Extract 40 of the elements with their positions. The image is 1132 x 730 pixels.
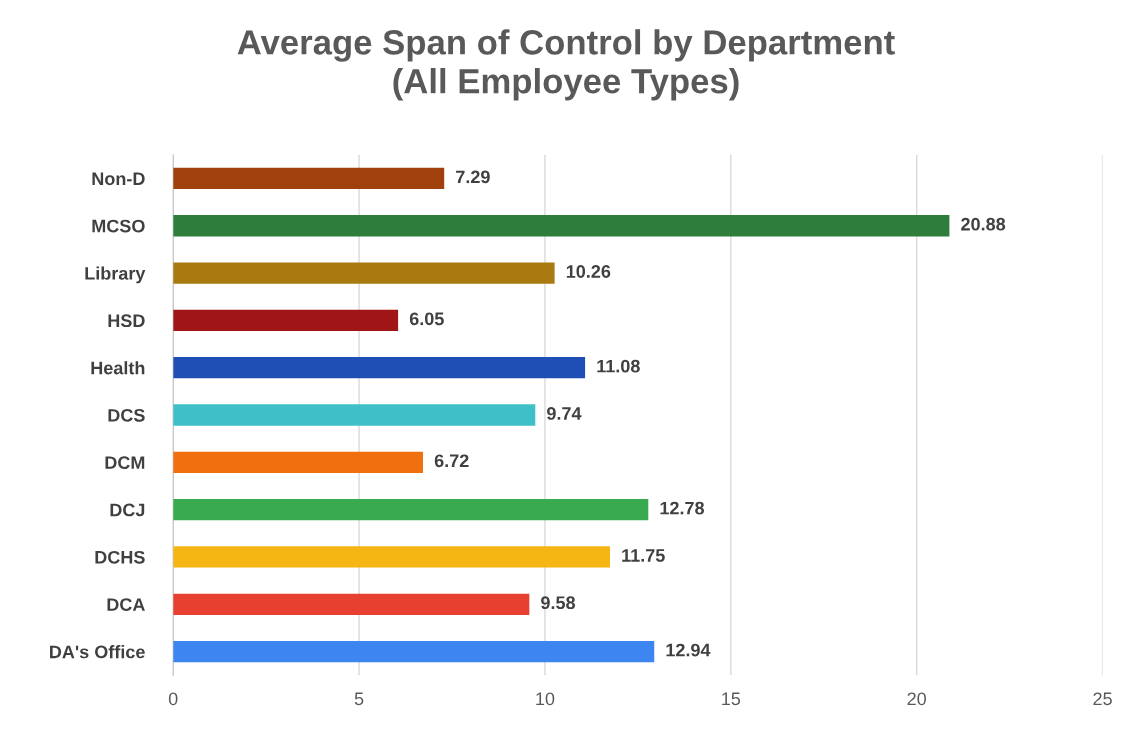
data-label: 7.29 (456, 170, 490, 184)
bar (173, 309, 399, 332)
y-tick-label: MCSO (92, 219, 145, 233)
bar (173, 215, 950, 237)
data-label: 12.94 (666, 643, 711, 657)
data-label: 9.58 (541, 596, 576, 610)
y-tick-label: DCA (107, 598, 145, 611)
data-label: 9.74 (547, 407, 582, 420)
data-label: 11.08 (597, 359, 640, 373)
y-tick-label: Library (85, 266, 146, 284)
y-tick-label: DCHS (95, 550, 145, 564)
data-label: 11.75 (622, 549, 665, 562)
x-tick-label: 25 (1093, 692, 1112, 706)
y-tick-label: DCM (105, 456, 145, 470)
bar (173, 167, 445, 190)
chart-title: Average Span of Control by Department (All Employee Types) (237, 29, 895, 101)
data-label: 20.88 (961, 217, 1006, 231)
x-tick-label: 5 (354, 692, 364, 706)
data-label: 10.26 (566, 265, 611, 278)
bar (173, 546, 610, 568)
data-label: 6.72 (434, 454, 469, 468)
bar (173, 498, 649, 521)
y-tick-label: Health (91, 361, 145, 375)
x-tick-label: 10 (536, 692, 555, 706)
y-tick-label: DA's Office (50, 645, 145, 659)
bar (173, 404, 536, 426)
y-tick-label: HSD (108, 314, 145, 328)
y-tick-label: DCS (108, 408, 145, 422)
x-tick-label: 0 (168, 692, 178, 706)
bar (173, 451, 424, 473)
bar (173, 357, 586, 379)
bar (173, 262, 555, 284)
bar (173, 593, 530, 615)
data-label: 6.05 (409, 312, 444, 326)
x-tick-label: 20 (907, 692, 927, 706)
y-tick-label: DCJ (110, 503, 145, 517)
data-label: 12.78 (660, 501, 705, 515)
bar (173, 640, 655, 663)
x-tick-label: 15 (722, 692, 741, 706)
y-tick-label: Non-D (92, 172, 145, 186)
